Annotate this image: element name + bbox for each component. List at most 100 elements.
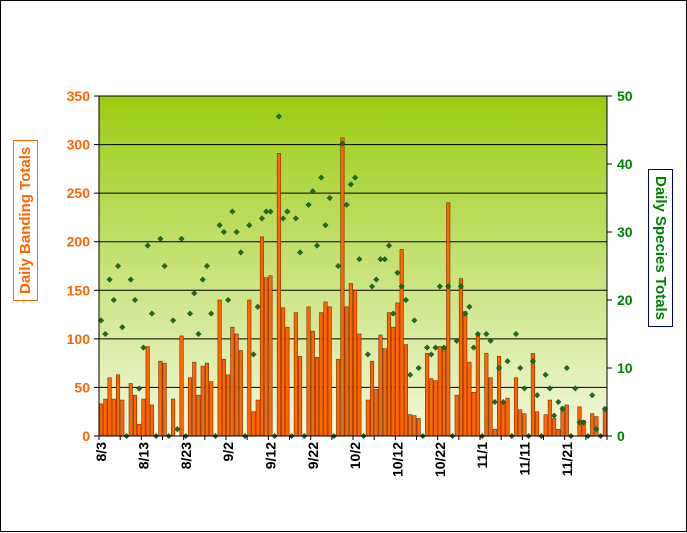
bar-71 bbox=[399, 249, 404, 437]
left-tick-label-7: 350 bbox=[67, 88, 91, 104]
left-tick-label-3: 150 bbox=[67, 282, 91, 298]
left-axis-label: Daily Banding Totals bbox=[13, 139, 38, 301]
bar-31 bbox=[230, 326, 235, 437]
species-point-102 bbox=[529, 358, 536, 365]
species-point-7 bbox=[127, 276, 134, 283]
bar-103 bbox=[535, 411, 540, 437]
bar-39 bbox=[264, 277, 269, 437]
bar-67 bbox=[382, 348, 387, 437]
bar-69 bbox=[391, 326, 396, 437]
left-tick-label-4: 200 bbox=[67, 234, 91, 250]
bar-5 bbox=[120, 399, 125, 437]
x-tick-label-2: 8/23 bbox=[178, 442, 194, 469]
bar-51 bbox=[314, 357, 320, 437]
bar-100 bbox=[522, 413, 527, 437]
bar-110 bbox=[564, 404, 569, 437]
species-point-78 bbox=[428, 351, 435, 358]
right-axis-ticks: 0 10 20 30 40 50 bbox=[607, 88, 633, 444]
species-point-43 bbox=[280, 215, 287, 222]
species-point-9 bbox=[136, 385, 143, 392]
species-point-2 bbox=[106, 276, 113, 283]
species-point-1 bbox=[102, 330, 109, 338]
bar-32 bbox=[234, 333, 239, 437]
bar-52 bbox=[319, 312, 324, 437]
bar-108 bbox=[556, 428, 561, 437]
species-point-46 bbox=[292, 215, 299, 222]
x-tick-label-3: 9/2 bbox=[220, 442, 236, 462]
species-point-99 bbox=[517, 364, 524, 372]
species-point-12 bbox=[148, 310, 155, 317]
bar-64 bbox=[370, 360, 375, 437]
species-point-93 bbox=[491, 398, 498, 406]
species-point-35 bbox=[246, 222, 253, 229]
left-tick-label-5: 250 bbox=[67, 185, 91, 201]
bar-15 bbox=[162, 362, 167, 437]
species-point-30 bbox=[225, 296, 232, 304]
bar-0 bbox=[99, 403, 104, 437]
species-point-19 bbox=[178, 235, 185, 242]
species-point-44 bbox=[284, 208, 291, 215]
species-point-117 bbox=[593, 426, 600, 433]
bar-106 bbox=[547, 399, 552, 437]
species-point-32 bbox=[233, 228, 240, 236]
species-point-37 bbox=[254, 303, 261, 310]
species-point-69 bbox=[390, 310, 397, 317]
bar-40 bbox=[268, 275, 273, 437]
species-point-50 bbox=[309, 188, 316, 195]
left-tick-label-6: 300 bbox=[67, 137, 91, 153]
species-point-18 bbox=[174, 426, 181, 433]
species-point-24 bbox=[199, 276, 206, 283]
species-point-70 bbox=[394, 269, 401, 276]
species-point-60 bbox=[352, 174, 359, 181]
bar-23 bbox=[196, 394, 201, 437]
species-point-36 bbox=[250, 351, 257, 358]
species-point-96 bbox=[504, 358, 511, 365]
bar-87 bbox=[467, 361, 472, 437]
species-point-58 bbox=[343, 201, 350, 208]
species-point-73 bbox=[407, 371, 414, 378]
species-point-11 bbox=[144, 242, 151, 249]
bar-66 bbox=[378, 334, 383, 437]
left-tick-label-1: 50 bbox=[74, 379, 90, 395]
bar-72 bbox=[403, 344, 408, 437]
species-point-10 bbox=[140, 344, 147, 351]
species-point-68 bbox=[385, 242, 393, 249]
species-point-17 bbox=[170, 317, 177, 324]
bar-2 bbox=[107, 377, 112, 437]
bar-85 bbox=[458, 278, 463, 437]
bar-80 bbox=[437, 346, 442, 437]
x-tick-label-8: 10/22 bbox=[432, 442, 448, 477]
bar-36 bbox=[251, 411, 256, 437]
bar-61 bbox=[357, 333, 362, 437]
species-point-106 bbox=[546, 385, 553, 392]
species-point-86 bbox=[462, 310, 469, 317]
x-tick-label-4: 9/12 bbox=[262, 442, 278, 469]
bar-24 bbox=[200, 365, 205, 437]
bar-89 bbox=[475, 333, 480, 437]
bar-21 bbox=[187, 377, 193, 437]
species-point-15 bbox=[161, 262, 168, 270]
species-point-51 bbox=[313, 242, 321, 249]
bar-77 bbox=[425, 353, 430, 437]
bar-88 bbox=[471, 391, 476, 437]
species-point-8 bbox=[131, 296, 139, 304]
species-point-25 bbox=[203, 262, 211, 270]
left-axis-ticks: 0 50 100 150 200 250 300 350 bbox=[67, 88, 99, 444]
species-point-77 bbox=[424, 344, 431, 351]
x-tick-label-6: 10/2 bbox=[347, 442, 363, 469]
bar-54 bbox=[327, 306, 332, 437]
bar-1 bbox=[103, 398, 108, 437]
species-point-56 bbox=[335, 262, 342, 270]
species-point-109 bbox=[559, 405, 566, 412]
x-tick-label-10: 11/11 bbox=[516, 442, 532, 476]
bar-116 bbox=[590, 413, 595, 437]
bar-95 bbox=[501, 401, 506, 437]
species-point-67 bbox=[381, 256, 388, 263]
bar-38 bbox=[259, 236, 265, 437]
bar-25 bbox=[204, 362, 209, 437]
bar-12 bbox=[149, 404, 154, 437]
species-point-80 bbox=[436, 283, 443, 290]
species-point-54 bbox=[326, 194, 333, 202]
